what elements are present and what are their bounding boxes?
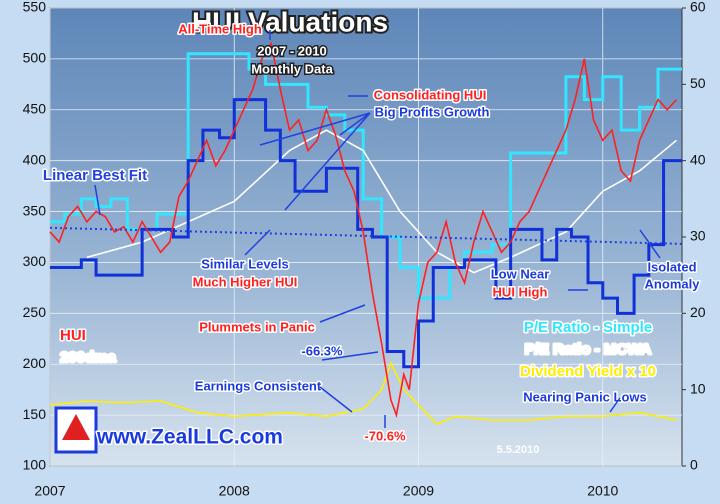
annotation: All-Time High	[178, 21, 262, 36]
annotation: Nearing Panic Lows	[523, 389, 647, 404]
series-line	[50, 52, 682, 300]
annotation: Much Higher HUI	[193, 274, 298, 289]
annotation: Anomaly	[645, 276, 701, 291]
logo-icon	[62, 414, 90, 440]
marks	[49, 7, 683, 467]
arrow	[94, 184, 101, 216]
x-tick-label: 2010	[587, 483, 618, 499]
y-tick-label: 250	[23, 304, 47, 320]
legend-label: P/E Ratio - MCWA	[525, 341, 652, 358]
series-line	[49, 226, 683, 245]
annotation: Low Near	[491, 266, 550, 281]
chart-subtitle: Monthly Data	[251, 61, 333, 76]
arrow	[319, 386, 353, 413]
y2-tick-label: 20	[690, 304, 706, 320]
series-line	[50, 98, 682, 369]
y-tick-label: 550	[23, 0, 47, 15]
arrow	[639, 229, 661, 259]
annotation: Plummets in Panic	[199, 319, 315, 334]
x-tick-label: 2009	[403, 483, 434, 499]
annotation: Big Profits Growth	[375, 104, 490, 119]
y2-tick-label: 40	[690, 151, 706, 167]
legend-label: HUI	[60, 327, 86, 344]
y2-tick-label: 0	[690, 457, 698, 473]
chart-title: HUI Valuations	[192, 6, 388, 37]
y-tick-label: 200	[23, 355, 47, 371]
annotation: Isolated	[647, 259, 696, 274]
y2-tick-label: 30	[690, 228, 706, 244]
arrow	[609, 397, 621, 413]
x-tick-label: 2007	[34, 483, 65, 499]
y-tick-label: 450	[23, 100, 47, 116]
x-tick-label: 2008	[219, 483, 250, 499]
y-tick-label: 300	[23, 253, 47, 269]
annotation: www.ZealLLC.com	[96, 426, 283, 449]
y-tick-label: 100	[23, 457, 47, 473]
legend-label: Linear Best Fit	[43, 167, 147, 184]
annotation: -66.3%	[301, 343, 343, 358]
arrow	[339, 112, 371, 136]
arrow	[244, 229, 271, 256]
arrow	[259, 112, 371, 146]
legend-label: Dividend Yield x 10	[520, 363, 656, 380]
arrow	[321, 351, 379, 361]
series-line	[49, 360, 677, 425]
annotation: -70.6%	[364, 428, 406, 443]
y2-tick-label: 60	[690, 0, 706, 15]
y2-tick-label: 10	[690, 380, 706, 396]
annotation: 5.5.2010	[497, 444, 540, 456]
annotation: Earnings Consistent	[195, 378, 322, 393]
arrow	[284, 112, 371, 211]
y-tick-label: 400	[23, 151, 47, 167]
y-tick-label: 150	[23, 406, 47, 422]
y-tick-label: 500	[23, 50, 47, 66]
series-line	[86, 129, 677, 274]
y2-tick-label: 50	[690, 75, 706, 91]
annotation: Consolidating HUI	[374, 87, 487, 102]
annotation: HUI High	[493, 284, 548, 299]
legend-label: P/E Ratio - Simple	[524, 319, 652, 336]
annotation: Similar Levels	[201, 256, 288, 271]
y-tick-label: 350	[23, 202, 47, 218]
chart-subtitle: 2007 - 2010	[257, 43, 326, 58]
series-line	[49, 41, 678, 419]
arrow	[319, 304, 366, 323]
legend-label: 200dma	[60, 349, 117, 366]
